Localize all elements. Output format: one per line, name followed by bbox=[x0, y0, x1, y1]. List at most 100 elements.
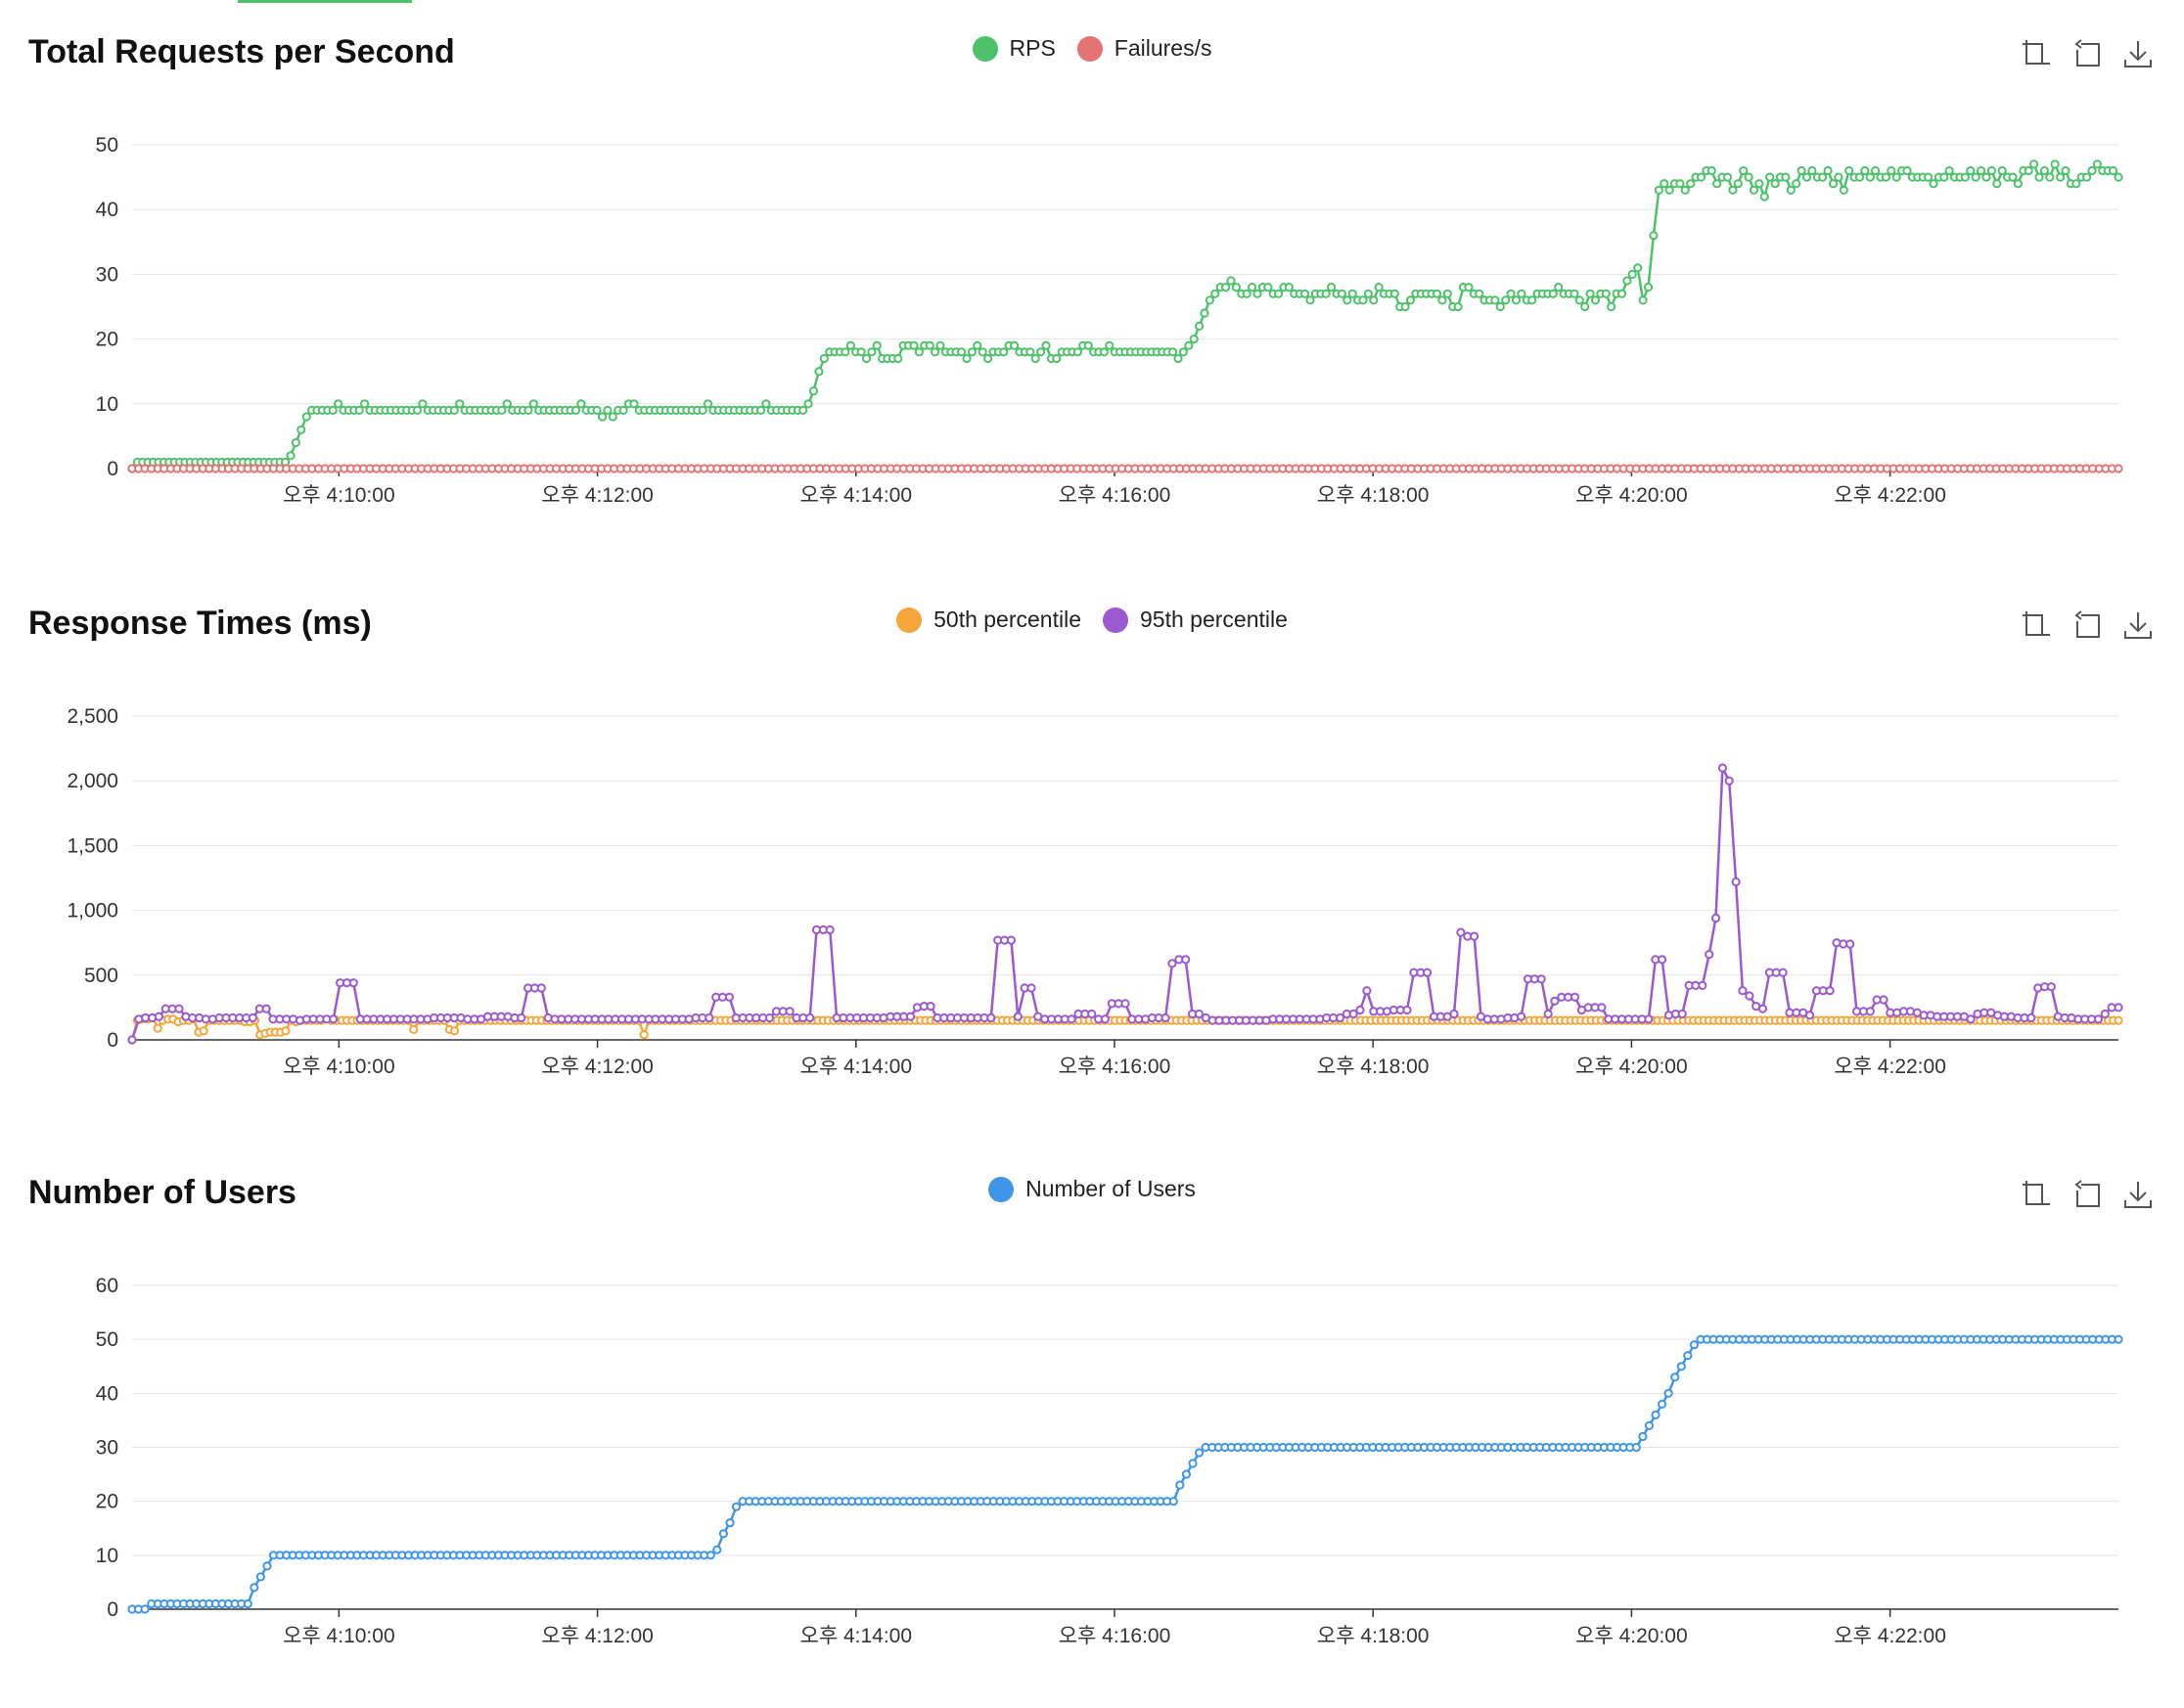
x-tick-label: 오후 4:16:00 bbox=[1059, 1056, 1171, 1078]
data-point bbox=[502, 399, 512, 409]
data-point bbox=[1622, 276, 1632, 286]
legend-marker-rps bbox=[972, 35, 998, 62]
data-point bbox=[1778, 967, 1788, 977]
y-tick-label: 1,000 bbox=[67, 900, 118, 922]
data-point bbox=[705, 1012, 714, 1023]
data-point bbox=[1706, 165, 1716, 176]
series-rps bbox=[127, 159, 2123, 473]
data-point bbox=[725, 1518, 735, 1528]
data-point bbox=[731, 1502, 742, 1511]
data-point bbox=[2114, 1003, 2123, 1012]
data-point bbox=[1355, 1005, 1365, 1015]
data-point bbox=[724, 992, 735, 1002]
data-point bbox=[1449, 1009, 1459, 1019]
data-point bbox=[1770, 179, 1780, 189]
zoom-select-icon[interactable] bbox=[2020, 1178, 2053, 1211]
data-point bbox=[1825, 986, 1835, 996]
data-point bbox=[1405, 295, 1416, 305]
data-point bbox=[841, 347, 850, 357]
data-point bbox=[978, 347, 987, 357]
data-point bbox=[597, 412, 608, 422]
data-point bbox=[1052, 353, 1062, 364]
data-point bbox=[409, 1024, 419, 1034]
y-tick-label: 30 bbox=[96, 1437, 118, 1460]
download-icon[interactable] bbox=[2121, 37, 2155, 70]
data-point bbox=[603, 405, 613, 415]
legend-item-p95[interactable]: 95th percentile bbox=[1103, 607, 1288, 633]
data-point bbox=[1786, 185, 1796, 195]
data-point bbox=[1871, 165, 1881, 176]
data-point bbox=[1495, 301, 1505, 312]
data-point bbox=[329, 1014, 339, 1024]
data-point bbox=[1543, 1009, 1553, 1019]
download-icon[interactable] bbox=[2121, 608, 2155, 642]
data-point bbox=[764, 1012, 775, 1023]
legend-item-rps[interactable]: RPS bbox=[972, 35, 1056, 62]
data-point bbox=[1400, 301, 1410, 312]
data-point bbox=[1221, 283, 1231, 292]
zoom-reset-icon[interactable] bbox=[2070, 37, 2104, 70]
y-tick-label: 50 bbox=[96, 1328, 118, 1351]
data-point bbox=[1860, 165, 1870, 176]
data-point bbox=[2071, 179, 2081, 189]
data-point bbox=[1643, 283, 1654, 292]
zoom-reset-icon[interactable] bbox=[2070, 1178, 2104, 1211]
data-point bbox=[872, 340, 882, 350]
rps-plot: 0 10 20 30 40 50 오후 4:10:00 오후 4:12:00 오후 4:14:0… bbox=[96, 134, 2123, 507]
data-point bbox=[1607, 301, 1616, 312]
data-point bbox=[803, 399, 813, 409]
data-point bbox=[1749, 185, 1759, 195]
data-point bbox=[1423, 967, 1433, 977]
data-point bbox=[861, 353, 872, 364]
data-point bbox=[1470, 931, 1479, 941]
data-point bbox=[1025, 347, 1035, 357]
data-point bbox=[1374, 283, 1384, 292]
data-point bbox=[576, 399, 586, 409]
data-point bbox=[1072, 347, 1083, 357]
data-point bbox=[348, 978, 358, 988]
data-point bbox=[1644, 1420, 1655, 1430]
data-point bbox=[1638, 295, 1648, 305]
data-point bbox=[2114, 1015, 2123, 1025]
data-point bbox=[1804, 1011, 1815, 1020]
data-point bbox=[1865, 1007, 1875, 1016]
data-point bbox=[962, 353, 972, 364]
data-point bbox=[2092, 159, 2102, 169]
data-point bbox=[1924, 172, 1934, 182]
data-point bbox=[127, 1035, 137, 1045]
data-point bbox=[1120, 999, 1130, 1009]
data-point bbox=[1627, 269, 1637, 279]
data-point bbox=[805, 1012, 815, 1023]
data-point bbox=[1887, 165, 1896, 176]
legend-marker-p95 bbox=[1103, 607, 1128, 633]
chart-toolbox bbox=[2020, 608, 2155, 642]
data-point bbox=[1944, 165, 1954, 176]
tab-indicator bbox=[238, 0, 412, 3]
data-point bbox=[712, 1545, 722, 1554]
data-point bbox=[418, 399, 428, 409]
data-point bbox=[1099, 347, 1110, 357]
data-point bbox=[1010, 340, 1020, 350]
series-failures-s bbox=[127, 464, 2123, 473]
data-point bbox=[909, 340, 919, 350]
y-tick-label: 2,500 bbox=[67, 705, 118, 728]
zoom-select-icon[interactable] bbox=[2020, 608, 2053, 642]
data-point bbox=[1616, 289, 1627, 298]
data-point bbox=[703, 399, 713, 409]
zoom-reset-icon[interactable] bbox=[2070, 608, 2104, 642]
x-tick-label: 오후 4:10:00 bbox=[283, 1625, 395, 1647]
data-point bbox=[1818, 172, 1828, 182]
data-point bbox=[517, 1012, 526, 1023]
legend-item-users[interactable]: Number of Users bbox=[988, 1176, 1196, 1202]
data-point bbox=[1844, 165, 1854, 176]
legend-item-p50[interactable]: 50th percentile bbox=[896, 607, 1081, 633]
data-point bbox=[354, 405, 364, 415]
data-point bbox=[1342, 295, 1352, 305]
data-point bbox=[1865, 172, 1875, 182]
download-icon[interactable] bbox=[2121, 1178, 2155, 1211]
data-point bbox=[1828, 179, 1839, 189]
legend-item-failures[interactable]: Failures/s bbox=[1076, 35, 1212, 62]
zoom-select-icon[interactable] bbox=[2020, 37, 2053, 70]
response-times-plot: 0 500 1,000 1,500 2,000 2,500 오후 4:10:00 오후 4:1… bbox=[67, 705, 2123, 1078]
data-point bbox=[1757, 1004, 1768, 1013]
